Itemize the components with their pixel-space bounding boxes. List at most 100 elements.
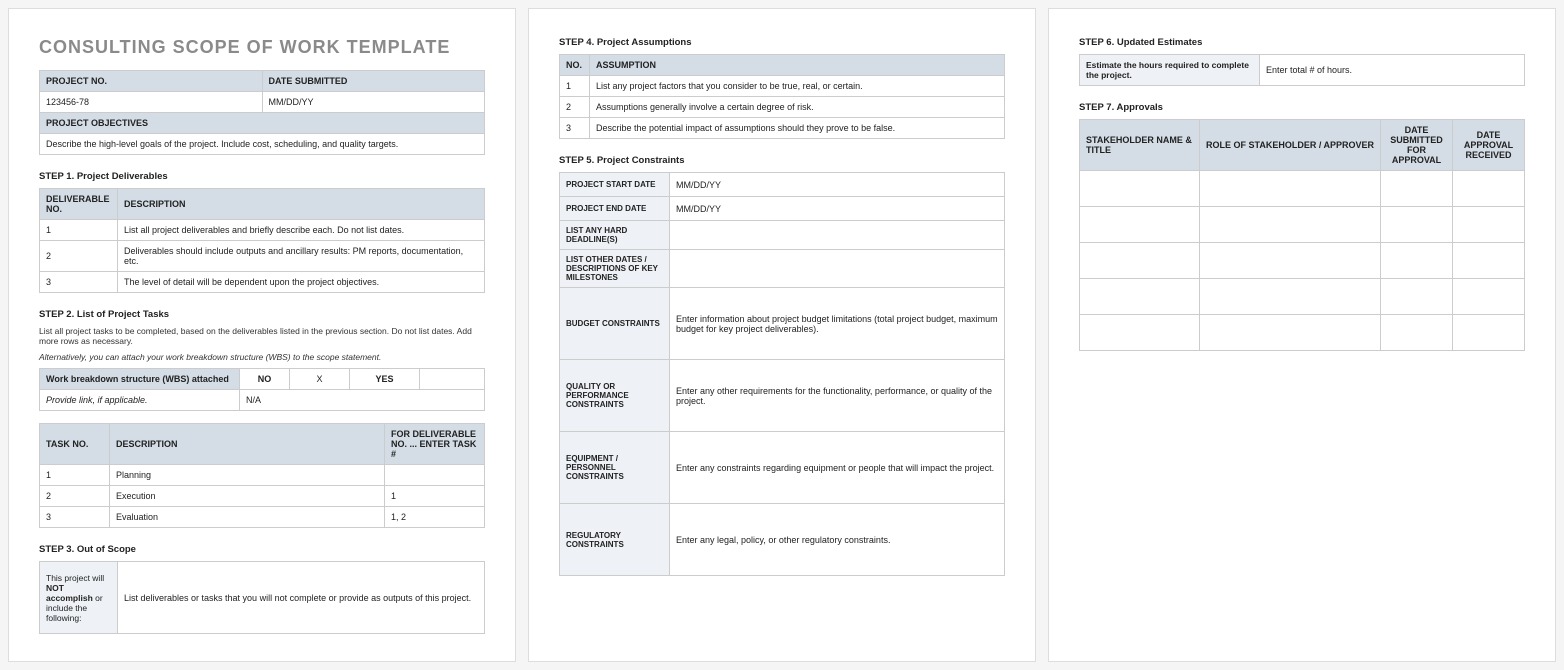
constraint-label: LIST ANY HARD DEADLINE(S): [560, 221, 670, 250]
th-objectives: PROJECT OBJECTIVES: [40, 113, 485, 134]
step5-title: STEP 5. Project Constraints: [559, 155, 1005, 166]
table-cell: List all project deliverables and briefl…: [118, 220, 485, 241]
constraint-value: Enter any constraints regarding equipmen…: [670, 432, 1005, 504]
constraint-label: BUDGET CONSTRAINTS: [560, 288, 670, 360]
table-cell: [1200, 243, 1381, 279]
table-cell: [1080, 279, 1200, 315]
constraint-label: QUALITY OR PERFORMANCE CONSTRAINTS: [560, 360, 670, 432]
table-cell: [1381, 243, 1453, 279]
table-cell: 1, 2: [385, 507, 485, 528]
main-title: CONSULTING SCOPE OF WORK TEMPLATE: [39, 37, 485, 58]
table-cell: [385, 465, 485, 486]
step6-title: STEP 6. Updated Estimates: [1079, 37, 1525, 48]
step2-title: STEP 2. List of Project Tasks: [39, 309, 485, 320]
est-label: Estimate the hours required to complete …: [1080, 55, 1260, 86]
table-cell: [1381, 207, 1453, 243]
table-cell: [1200, 171, 1381, 207]
approvals-table: STAKEHOLDER NAME & TITLE ROLE OF STAKEHO…: [1079, 119, 1525, 351]
table-cell: Execution: [110, 486, 385, 507]
th-date-sub: DATE SUBMITTED FOR APPROVAL: [1381, 120, 1453, 171]
est-text: Enter total # of hours.: [1260, 55, 1525, 86]
constraint-value: MM/DD/YY: [670, 173, 1005, 197]
step2-intro: List all project tasks to be completed, …: [39, 326, 485, 346]
step2-alt: Alternatively, you can attach your work …: [39, 352, 485, 362]
page-3: STEP 6. Updated Estimates Estimate the h…: [1048, 8, 1556, 662]
step1-title: STEP 1. Project Deliverables: [39, 171, 485, 182]
table-cell: Deliverables should include outputs and …: [118, 241, 485, 272]
table-cell: [1080, 243, 1200, 279]
th-date-rec: DATE APPROVAL RECEIVED: [1453, 120, 1525, 171]
cell-na: N/A: [240, 390, 485, 411]
constraint-label: EQUIPMENT / PERSONNEL CONSTRAINTS: [560, 432, 670, 504]
table-cell: 1: [385, 486, 485, 507]
th-deliv-desc: DESCRIPTION: [118, 189, 485, 220]
th-wbs-label: Work breakdown structure (WBS) attached: [40, 369, 240, 390]
cell-date-submitted: MM/DD/YY: [262, 92, 485, 113]
table-cell: 1: [560, 76, 590, 97]
deliverables-table: DELIVERABLE NO. DESCRIPTION 1List all pr…: [39, 188, 485, 293]
th-assum-no: NO.: [560, 55, 590, 76]
table-cell: [1453, 207, 1525, 243]
tasks-table: TASK NO. DESCRIPTION FOR DELIVERABLE NO.…: [39, 423, 485, 528]
constraints-table: PROJECT START DATEMM/DD/YYPROJECT END DA…: [559, 172, 1005, 576]
table-cell: 2: [40, 241, 118, 272]
table-cell: Assumptions generally involve a certain …: [590, 97, 1005, 118]
constraint-value: Enter any legal, policy, or other regula…: [670, 504, 1005, 576]
table-cell: The level of detail will be dependent up…: [118, 272, 485, 293]
table-cell: 3: [40, 507, 110, 528]
cell-link-label: Provide link, if applicable.: [40, 390, 240, 411]
th-stakeholder: STAKEHOLDER NAME & TITLE: [1080, 120, 1200, 171]
cell-yes-blank: [420, 369, 485, 390]
table-cell: [1381, 171, 1453, 207]
scope-label: This project will NOT accomplish or incl…: [40, 562, 118, 634]
table-cell: [1453, 315, 1525, 351]
th-task-no: TASK NO.: [40, 424, 110, 465]
th-task-deliv: FOR DELIVERABLE NO. ... ENTER TASK #: [385, 424, 485, 465]
table-cell: [1200, 207, 1381, 243]
table-cell: [1453, 171, 1525, 207]
constraint-label: PROJECT START DATE: [560, 173, 670, 197]
constraint-label: LIST OTHER DATES / DESCRIPTIONS OF KEY M…: [560, 250, 670, 288]
th-project-no: PROJECT NO.: [40, 71, 263, 92]
estimates-table: Estimate the hours required to complete …: [1079, 54, 1525, 86]
cell-x: X: [290, 369, 350, 390]
table-cell: [1381, 279, 1453, 315]
table-cell: Describe the potential impact of assumpt…: [590, 118, 1005, 139]
step3-title: STEP 3. Out of Scope: [39, 544, 485, 555]
constraint-value: Enter any other requirements for the fun…: [670, 360, 1005, 432]
scope-text: List deliverables or tasks that you will…: [118, 562, 485, 634]
cell-no: NO: [240, 369, 290, 390]
cell-objectives: Describe the high-level goals of the pro…: [40, 134, 485, 155]
project-info-table: PROJECT NO. DATE SUBMITTED 123456-78 MM/…: [39, 70, 485, 155]
table-cell: 3: [560, 118, 590, 139]
constraint-label: REGULATORY CONSTRAINTS: [560, 504, 670, 576]
table-cell: [1080, 207, 1200, 243]
step7-title: STEP 7. Approvals: [1079, 102, 1525, 113]
table-cell: [1200, 279, 1381, 315]
th-deliv-no: DELIVERABLE NO.: [40, 189, 118, 220]
page-1: CONSULTING SCOPE OF WORK TEMPLATE PROJEC…: [8, 8, 516, 662]
out-of-scope-table: This project will NOT accomplish or incl…: [39, 561, 485, 634]
table-cell: [1453, 243, 1525, 279]
table-cell: List any project factors that you consid…: [590, 76, 1005, 97]
wbs-table: Work breakdown structure (WBS) attached …: [39, 368, 485, 411]
table-cell: 2: [560, 97, 590, 118]
table-cell: 1: [40, 465, 110, 486]
th-date-submitted: DATE SUBMITTED: [262, 71, 485, 92]
assumptions-table: NO. ASSUMPTION 1List any project factors…: [559, 54, 1005, 139]
constraint-value: Enter information about project budget l…: [670, 288, 1005, 360]
constraint-value: [670, 221, 1005, 250]
constraint-value: MM/DD/YY: [670, 197, 1005, 221]
th-task-desc: DESCRIPTION: [110, 424, 385, 465]
th-assum: ASSUMPTION: [590, 55, 1005, 76]
table-cell: [1381, 315, 1453, 351]
cell-project-no: 123456-78: [40, 92, 263, 113]
table-cell: [1453, 279, 1525, 315]
cell-yes: YES: [350, 369, 420, 390]
step4-title: STEP 4. Project Assumptions: [559, 37, 1005, 48]
table-cell: 1: [40, 220, 118, 241]
constraint-value: [670, 250, 1005, 288]
table-cell: 2: [40, 486, 110, 507]
constraint-label: PROJECT END DATE: [560, 197, 670, 221]
th-role: ROLE OF STAKEHOLDER / APPROVER: [1200, 120, 1381, 171]
